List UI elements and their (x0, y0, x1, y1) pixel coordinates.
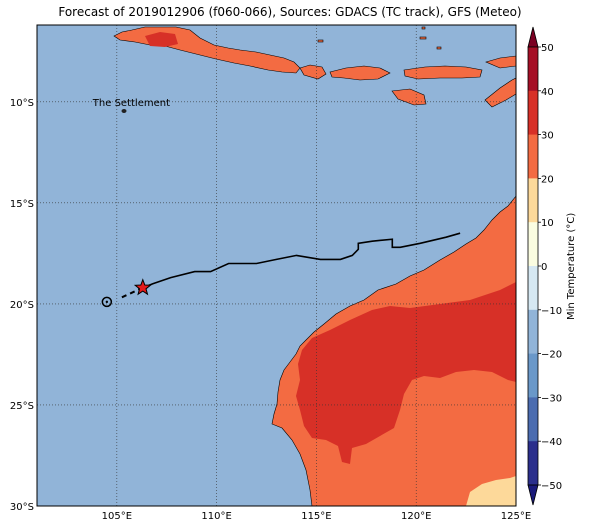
lat-tick-label: 15°S (10, 199, 34, 210)
land-australia-hot (296, 282, 516, 464)
colorbar-tick-label: −30 (541, 393, 562, 404)
islet (317, 39, 324, 43)
place-label: The Settlement (92, 98, 170, 109)
christmas-island-marker (121, 109, 127, 113)
longitude-labels: 105°E 110°E 115°E 120°E 125°E (102, 511, 532, 522)
colorbar-segment (528, 90, 538, 136)
colorbar-min-arrow (527, 484, 539, 506)
latitude-labels: 10°S 15°S 20°S 25°S 30°S (10, 98, 34, 513)
map-title: Forecast of 2019012906 (f060-066), Sourc… (58, 5, 522, 19)
colorbar-tick-label: 50 (541, 43, 554, 54)
lon-tick-label: 105°E (102, 511, 132, 522)
colorbar-segment (528, 47, 538, 92)
lon-tick-label: 115°E (301, 511, 331, 522)
colorbar-tick-label: 30 (541, 131, 554, 142)
lat-tick-label: 25°S (10, 401, 34, 412)
land-flores (403, 65, 483, 80)
colorbar-segment (528, 309, 538, 355)
islet (419, 36, 427, 40)
lon-tick-label: 110°E (201, 511, 231, 522)
lat-tick-label: 10°S (10, 98, 34, 109)
colorbar-segment (528, 441, 538, 486)
lat-tick-label: 20°S (10, 300, 34, 311)
colorbar-tick-label: −40 (541, 437, 562, 448)
colorbar-segment (528, 397, 538, 442)
colorbar: 50 40 30 20 10 0 −10 −20 −30 −40 −50 (527, 26, 562, 506)
lat-tick-label: 30°S (10, 502, 34, 513)
lon-tick-label: 125°E (501, 511, 531, 522)
land-bali-lombok (299, 64, 327, 80)
cyclone-track (142, 232, 461, 289)
land-sumba (391, 88, 427, 106)
colorbar-segment (528, 222, 538, 267)
land-sumbawa (329, 65, 391, 81)
map-frame (36, 24, 517, 507)
land-java-hot (145, 32, 178, 47)
colorbar-segment (528, 266, 538, 311)
cyclone-origin-circle (101, 296, 113, 308)
map-canvas: The Settlement (37, 25, 516, 506)
colorbar-segment (528, 353, 538, 398)
land-timor-top (485, 55, 516, 69)
cyclone-position-star (133, 278, 152, 296)
graticule (37, 25, 516, 506)
colorbar-segment (528, 178, 538, 223)
cyclone-origin-dot (105, 300, 109, 304)
colorbar-max-arrow (527, 26, 539, 48)
land-timor (484, 77, 516, 108)
islet (421, 26, 426, 30)
colorbar-label: Min Temperature (°C) (566, 212, 577, 320)
land-australia-cool (466, 476, 516, 506)
colorbar-tick-label: 10 (541, 218, 554, 229)
colorbar-tick-label: −20 (541, 350, 562, 361)
lon-tick-label: 120°E (401, 511, 431, 522)
colorbar-tick-label: 40 (541, 87, 554, 98)
colorbar-tick-label: 0 (541, 262, 547, 273)
colorbar-tick-label: −50 (541, 481, 562, 492)
colorbar-tick-label: −10 (541, 306, 562, 317)
colorbar-tick-label: 20 (541, 174, 554, 185)
colorbar-segment (528, 134, 538, 179)
islet (436, 46, 442, 50)
